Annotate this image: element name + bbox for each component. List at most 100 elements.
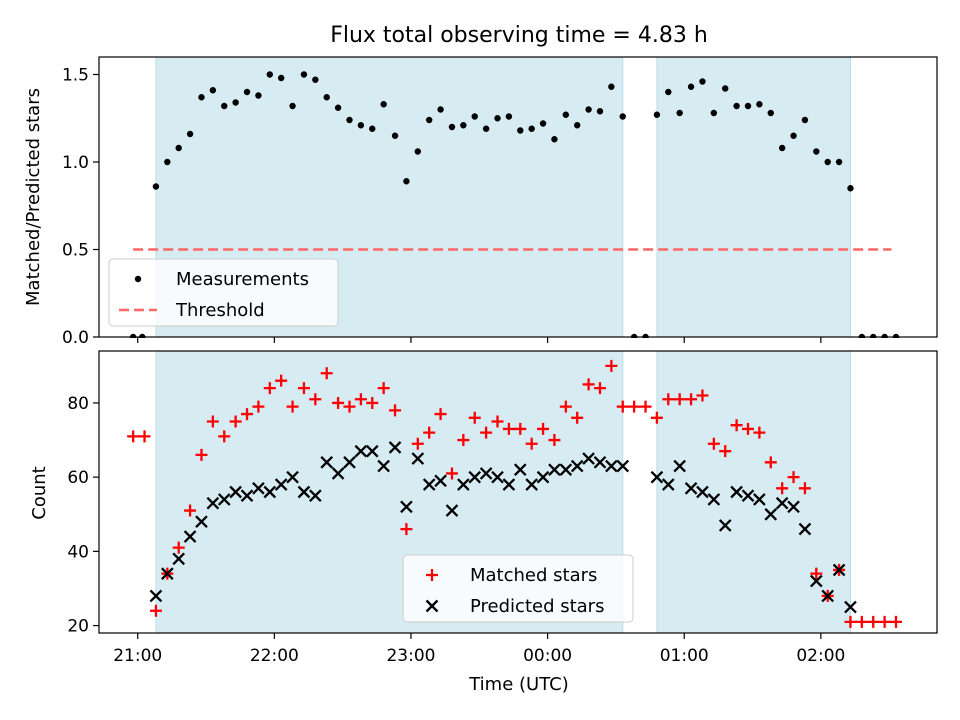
predicted-stars-point [559,463,573,477]
measurements-point [186,130,194,138]
predicted-stars-point [206,496,220,510]
measurements-point [494,115,501,122]
measurements-point [448,123,456,131]
matched-stars-point [855,615,868,628]
predicted-stars-point [809,574,823,588]
predicted-stars-point [297,485,311,499]
predicted-stars-point [365,444,379,458]
matched-stars-point [707,437,720,450]
predicted-stars-point [434,474,447,488]
matched-stars-point [639,400,652,413]
x-tick-label: 00:00 [523,646,572,666]
predicted-stars-point [286,470,299,484]
matched-stars-point [206,415,219,428]
predicted-stars-point [172,552,186,566]
measurements-point [539,120,547,127]
measurements-point [790,132,797,139]
matched-stars-point [730,419,743,432]
matched-stars-point [776,482,789,495]
measurements-point [175,144,182,152]
matched-stars-point [297,382,310,395]
matched-stars-point [616,400,629,413]
predicted-stars-point [457,478,470,491]
predicted-stars-point [468,470,482,484]
predicted-stars-point [684,481,698,495]
matched-stars-point [366,396,379,409]
measurements-point [425,116,433,124]
measurements-point [517,127,524,134]
matched-stars-point [571,411,584,424]
predicted-stars-point [696,485,709,499]
predicted-stars-point [274,478,288,491]
predicted-stars-point [775,496,789,510]
measurements-point [164,158,171,166]
predicted-stars-point [195,515,208,528]
measurements-point [391,132,399,139]
predicted-stars-point [240,489,254,503]
legend-swatch [134,275,142,283]
matched-stars-point [502,422,515,435]
measurements-point [255,92,262,99]
predicted-stars-point [844,600,857,614]
predicted-stars-point [343,456,356,469]
measurements-point [687,83,695,90]
predicted-stars-point [502,478,516,491]
matched-stars-point [514,422,527,435]
matched-stars-point [138,430,151,443]
measurements-point [380,101,387,108]
matched-stars-point [195,448,208,461]
measurements-point [437,106,444,113]
predicted-stars-point [400,500,413,514]
x-tick-label: 21:00 [113,646,162,666]
plot-frame [98,350,938,634]
measurements-point [596,108,604,115]
shaded-interval-2 [656,56,851,338]
measurements-point [619,113,626,120]
x-tick-label: 02:00 [796,646,845,666]
matched-stars-point [389,404,402,417]
measurements-point [778,144,786,152]
top-legend: Measurements Threshold [108,258,339,327]
matched-stars-point [525,437,538,450]
measurements-point [232,99,239,106]
measurements-point [482,125,490,132]
measurements-point [824,158,831,166]
predicted-stars-point [377,459,390,473]
measurements-point [528,125,535,132]
predicted-stars-point [832,563,846,577]
matched-stars-point [673,393,686,406]
predicted-stars-point [149,589,163,603]
matched-stars-point [320,367,333,380]
predicted-stars-point [513,463,527,477]
predicted-stars-point [309,489,322,503]
matched-stars-point [149,604,162,617]
matched-stars-point [172,541,185,554]
predicted-stars-point [536,470,550,484]
matched-stars-point [218,430,231,443]
measurements-point [403,178,410,185]
matched-stars-point [263,382,276,395]
chart-title: Flux total observing time = 4.83 h [330,23,708,48]
matched-stars-point [605,359,618,372]
measurements-point [471,113,478,120]
matched-stars-point [332,396,345,409]
matched-stars-point [787,471,800,484]
predicted-stars-point [718,519,732,532]
y-tick-label: 60 [67,468,89,488]
measurements-point [665,88,672,96]
measurements-point [152,183,160,190]
matched-stars-point [548,434,561,447]
measurements-point [608,83,615,90]
matched-stars-point [377,382,390,395]
x-tick-label: 23:00 [386,646,435,666]
measurements-point [733,102,740,110]
predicted-stars-point [673,459,686,473]
y-tick-label: 1.5 [62,66,89,86]
measurements-point [551,136,558,143]
predicted-stars-point [593,456,607,469]
matched-stars-point [753,426,766,439]
matched-stars-point [491,415,504,428]
predicted-stars-point [422,478,436,491]
y-tick-label: 0.0 [62,328,89,348]
matched-stars-point [890,615,903,628]
